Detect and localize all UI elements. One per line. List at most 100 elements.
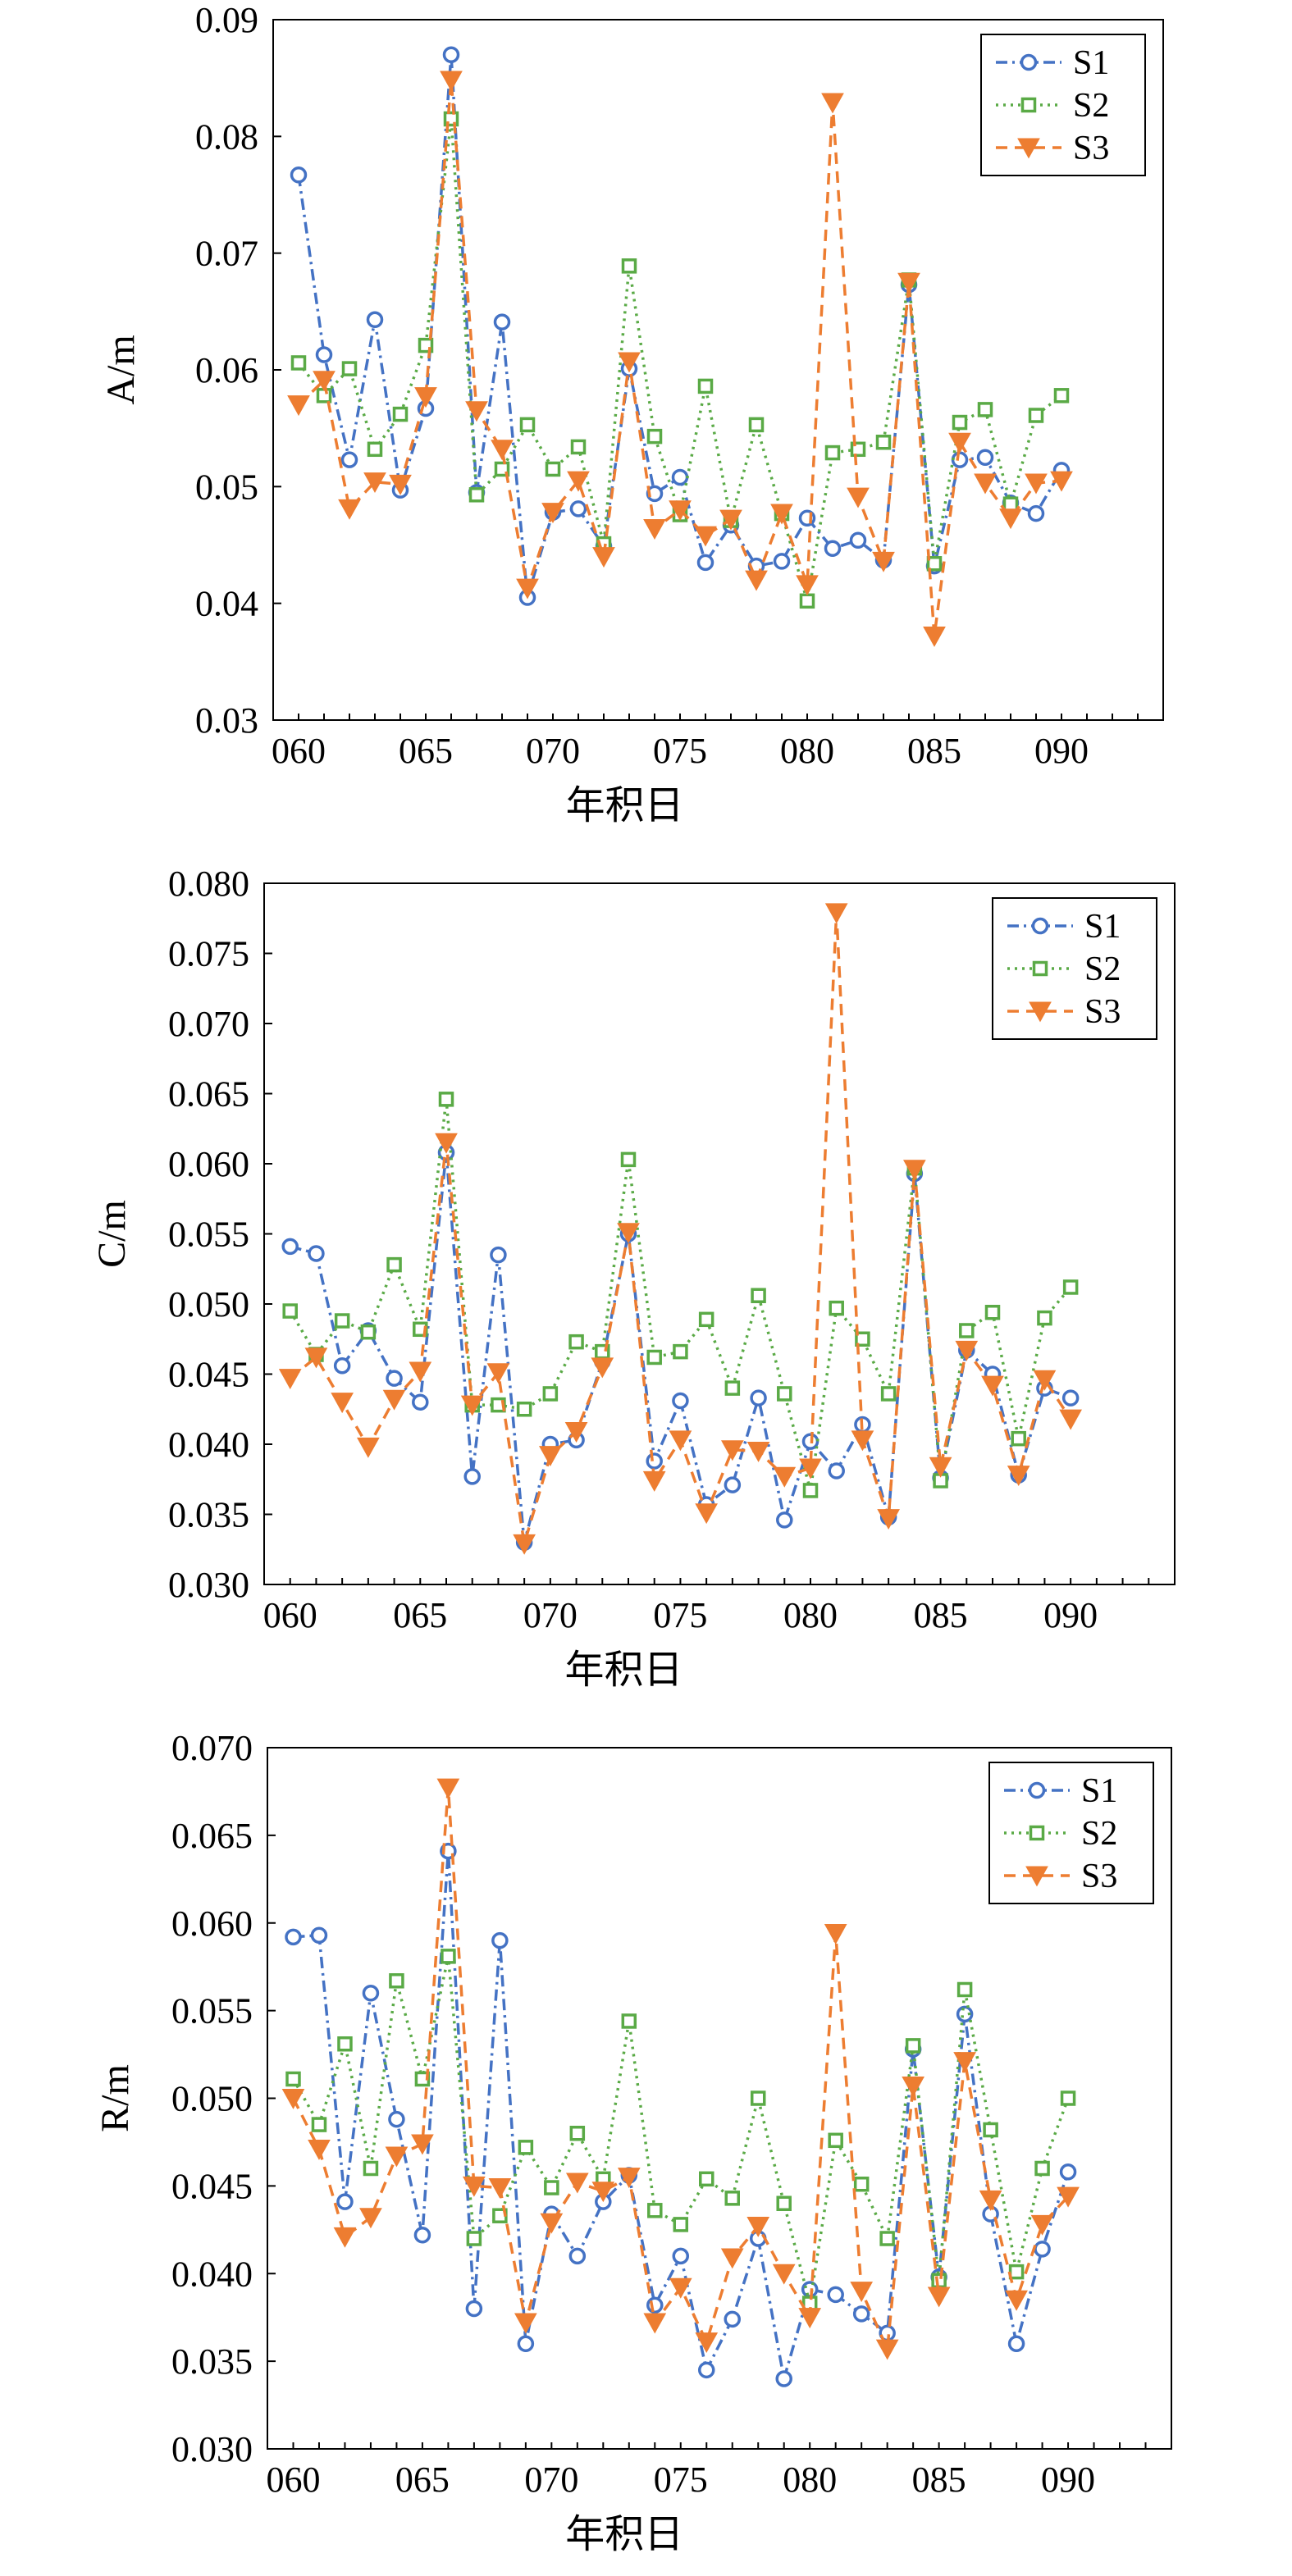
data-point-s3: [745, 570, 768, 591]
legend-label-s1: S1: [1081, 1772, 1117, 1810]
data-point-s1: [568, 2247, 587, 2265]
data-point-s1: [412, 1393, 429, 1411]
data-point-s2: [646, 428, 663, 445]
data-point-s3: [1025, 473, 1048, 495]
data-point-s3: [313, 371, 336, 392]
data-point-s3: [411, 2134, 434, 2155]
legend-marker-s3: [1029, 1001, 1052, 1023]
data-point-s2: [799, 593, 815, 609]
x-tick-label: 090: [1041, 2460, 1095, 2500]
data-point-s3: [382, 1389, 406, 1411]
x-tick-label: 085: [907, 731, 961, 771]
data-point-s2: [724, 1380, 741, 1396]
data-point-s2: [984, 1305, 1001, 1320]
y-tick-label: 0.030: [171, 2429, 253, 2469]
data-point-s3: [902, 2076, 924, 2097]
legend-marker-s1: [1031, 917, 1049, 935]
data-point-s2: [544, 2180, 559, 2195]
data-point-s3: [847, 487, 870, 508]
data-point-s2: [389, 1973, 404, 1989]
y-tick-label: 0.050: [168, 1284, 249, 1324]
data-point-s2: [519, 417, 536, 433]
data-point-s2: [828, 2132, 843, 2149]
y-tick-label: 0.070: [168, 1004, 249, 1044]
data-point-s2: [337, 2036, 353, 2052]
y-tick-label: 0.045: [171, 2166, 253, 2206]
data-point-s2: [1002, 496, 1019, 512]
data-point-s3: [927, 2286, 951, 2308]
data-point-s3: [695, 2332, 719, 2353]
data-point-s1: [333, 1356, 351, 1375]
data-point-s3: [514, 2313, 537, 2334]
y-tick-label: 0.09: [195, 0, 258, 40]
data-point-s3: [923, 626, 946, 647]
legend-box: [992, 897, 1157, 1040]
y-tick-label: 0.035: [171, 2341, 253, 2382]
data-point-s1: [362, 1985, 380, 2002]
data-point-s3: [642, 1470, 666, 1492]
x-tick-label: 060: [266, 2460, 320, 2500]
x-tick-label: 085: [914, 1595, 968, 1635]
data-point-s2: [959, 1323, 975, 1338]
data-point-s1: [1007, 2335, 1025, 2352]
data-point-s3: [669, 500, 692, 522]
x-tick-label: 065: [395, 2460, 450, 2500]
data-point-s1: [1059, 2163, 1077, 2181]
data-point-s3: [798, 2308, 822, 2329]
data-point-s1: [388, 2110, 405, 2128]
x-tick-label: 070: [523, 1595, 578, 1635]
data-point-s3: [1030, 2214, 1054, 2236]
series-s1: [285, 1842, 1077, 2387]
x-axis-title: 年积日: [565, 2513, 683, 2556]
data-point-s2: [568, 1334, 584, 1350]
data-point-s3: [872, 551, 895, 572]
data-point-s1: [750, 1389, 767, 1407]
data-point-s1: [1034, 2241, 1051, 2258]
data-point-s2: [1034, 2160, 1050, 2177]
data-point-s3: [719, 509, 742, 531]
data-point-s2: [977, 402, 993, 417]
data-point-s3: [385, 2146, 409, 2168]
data-point-s1: [569, 500, 587, 517]
data-point-s3: [772, 2264, 796, 2285]
data-point-s2: [285, 2071, 301, 2087]
data-point-s3: [799, 1458, 822, 1479]
data-point-s1: [386, 1370, 403, 1387]
x-tick-label: 070: [526, 731, 580, 771]
data-point-s3: [770, 504, 793, 525]
data-point-s1: [775, 2370, 792, 2387]
y-tick-label: 0.045: [168, 1355, 249, 1395]
data-point-s2: [570, 439, 587, 455]
data-point-s3: [746, 1442, 770, 1462]
data-point-s3: [591, 1357, 614, 1379]
data-point-s2: [542, 1386, 559, 1402]
data-point-s1: [1027, 504, 1045, 522]
data-point-s2: [956, 1981, 973, 1998]
y-tick-label: 0.060: [168, 1144, 249, 1184]
data-point-s3: [592, 547, 615, 568]
y-tick-label: 0.035: [168, 1495, 249, 1535]
data-point-s3: [357, 1437, 380, 1458]
data-point-s3: [903, 1160, 926, 1181]
x-axis-title: 年积日: [564, 1648, 683, 1692]
data-point-s3: [331, 1393, 354, 1414]
y-tick-label: 0.07: [195, 234, 258, 274]
series-line-s1: [293, 1850, 1070, 2379]
x-tick-label: 090: [1043, 1595, 1098, 1635]
data-point-s3: [460, 1395, 484, 1416]
data-point-s1: [290, 166, 308, 184]
y-tick-label: 0.075: [168, 934, 249, 974]
data-point-s1: [308, 1245, 325, 1262]
legend-marker-s1: [1028, 1781, 1046, 1799]
series-s3: [287, 71, 1073, 647]
data-point-s3: [491, 440, 514, 461]
data-point-s3: [409, 1361, 432, 1383]
legend-marker-s2: [1029, 1825, 1045, 1841]
series-s2: [285, 1949, 1076, 2311]
chart-r: 0.030 0.035 0.040 0.045 0.050 0.055 0.060 0.065…: [94, 1728, 1172, 2556]
data-point-s3: [435, 1133, 458, 1154]
data-point-s3: [897, 272, 920, 294]
data-point-s1: [852, 2305, 870, 2323]
data-point-s3: [979, 2190, 1002, 2211]
data-point-s2: [1028, 408, 1044, 423]
